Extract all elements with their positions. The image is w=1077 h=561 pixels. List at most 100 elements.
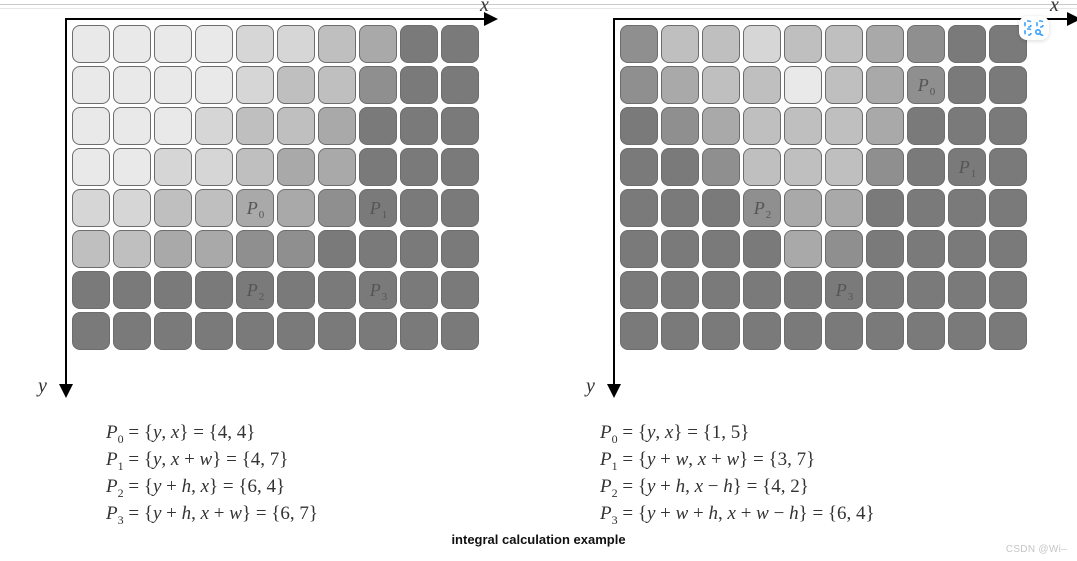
x-axis-arrow-right	[1067, 12, 1077, 26]
grid-cell	[620, 312, 658, 350]
grid-cell	[400, 148, 438, 186]
grid-cell	[948, 107, 986, 145]
y-axis-left	[65, 18, 67, 386]
grid-cell	[277, 189, 315, 227]
grid-cell	[113, 25, 151, 63]
grid-cell	[948, 189, 986, 227]
grid-cell	[318, 107, 356, 145]
grid-cell	[236, 25, 274, 63]
grid-cell	[400, 230, 438, 268]
y-axis-arrow-left	[59, 384, 73, 398]
grid-cell	[620, 25, 658, 63]
grid-cell	[154, 107, 192, 145]
grid-cell	[318, 312, 356, 350]
point-label-p0: P0	[236, 189, 274, 227]
x-axis-label-left: x	[480, 0, 489, 17]
grid-cell	[441, 189, 479, 227]
grid-cell	[359, 107, 397, 145]
grid-cell	[236, 148, 274, 186]
grid-cell	[825, 148, 863, 186]
equations-left: P0 = {y, x} = {4, 4} P1 = {y, x + w} = {…	[106, 420, 318, 528]
x-axis-right	[613, 18, 1068, 20]
grid-cell	[113, 66, 151, 104]
point-label-p1: P1	[359, 189, 397, 227]
grid-cell	[661, 66, 699, 104]
screenshot-tool-icon[interactable]	[1019, 16, 1049, 40]
grid-cell	[620, 66, 658, 104]
grid-cell	[441, 107, 479, 145]
grid-cell	[113, 271, 151, 309]
grid-cell	[154, 66, 192, 104]
grid-cell	[825, 230, 863, 268]
grid-cell	[441, 148, 479, 186]
eq-right-3: P3 = {y + w + h, x + w − h} = {6, 4}	[600, 501, 875, 528]
grid-cell	[907, 312, 945, 350]
grid-cell	[661, 25, 699, 63]
grid-cell	[154, 271, 192, 309]
top-rule	[0, 4, 1077, 5]
y-axis-arrow-right	[607, 384, 621, 398]
x-axis-left	[65, 18, 485, 20]
grid-cell	[620, 189, 658, 227]
grid-cell	[277, 148, 315, 186]
grid-cell	[359, 312, 397, 350]
watermark: CSDN @Wi–	[1006, 544, 1067, 555]
grid-cell	[195, 271, 233, 309]
point-label-p2: P2	[743, 189, 781, 227]
grid-cell	[277, 66, 315, 104]
grid-cell	[866, 271, 904, 309]
grid-cell	[195, 148, 233, 186]
grid-cell	[277, 230, 315, 268]
grid-cell	[989, 312, 1027, 350]
grid-right: P0 P1 P2 P3	[617, 22, 1030, 353]
grid-cell	[784, 271, 822, 309]
grid-cell	[359, 230, 397, 268]
grid-left: P0P1P2P3	[69, 22, 482, 353]
point-label-p3: P3	[359, 271, 397, 309]
grid-cell	[400, 66, 438, 104]
grid-cell	[784, 230, 822, 268]
grid-cell	[318, 271, 356, 309]
eq-right-1: P1 = {y + w, x + w} = {3, 7}	[600, 447, 875, 474]
grid-cell	[948, 230, 986, 268]
grid-cell	[989, 148, 1027, 186]
grid-cell	[195, 66, 233, 104]
eq-left-1: P1 = {y, x + w} = {4, 7}	[106, 447, 318, 474]
grid-cell	[784, 189, 822, 227]
grid-cell	[907, 189, 945, 227]
grid-cell	[743, 107, 781, 145]
point-label-p1: P1	[948, 148, 986, 186]
grid-cell	[154, 230, 192, 268]
grid-cell	[661, 107, 699, 145]
point-label-p0: P0	[907, 66, 945, 104]
grid-cell	[743, 25, 781, 63]
grid-cell	[784, 107, 822, 145]
eq-right-0: P0 = {y, x} = {1, 5}	[600, 420, 875, 447]
grid-cell	[441, 230, 479, 268]
grid-cell	[400, 25, 438, 63]
grid-cell	[620, 107, 658, 145]
grid-cell	[318, 189, 356, 227]
grid-cell	[154, 148, 192, 186]
point-label-p3: P3	[825, 271, 863, 309]
grid-cell	[866, 189, 904, 227]
equations-right: P0 = {y, x} = {1, 5} P1 = {y + w, x + w}…	[600, 420, 875, 528]
grid-cell	[784, 66, 822, 104]
grid-cell	[743, 271, 781, 309]
eq-left-2: P2 = {y + h, x} = {6, 4}	[106, 474, 318, 501]
grid-cell	[948, 271, 986, 309]
grid-cell	[441, 66, 479, 104]
grid-cell	[866, 25, 904, 63]
y-axis-label-right: y	[586, 375, 595, 398]
grid-cell	[195, 230, 233, 268]
grid-cell	[989, 271, 1027, 309]
grid-cell	[400, 107, 438, 145]
grid-cell	[72, 189, 110, 227]
grid-cell	[989, 107, 1027, 145]
grid-cell	[784, 25, 822, 63]
grid-cell	[866, 312, 904, 350]
grid-cell	[702, 25, 740, 63]
grid-cell	[743, 148, 781, 186]
grid-cell	[866, 66, 904, 104]
grid-cell	[907, 230, 945, 268]
